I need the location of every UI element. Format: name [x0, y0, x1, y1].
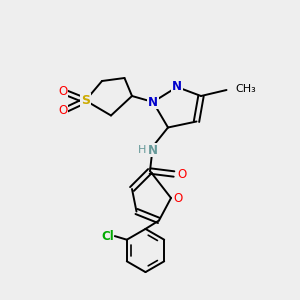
Text: N: N — [147, 143, 158, 157]
Text: N: N — [172, 80, 182, 94]
Text: N: N — [148, 95, 158, 109]
Text: O: O — [174, 191, 183, 205]
Text: S: S — [81, 94, 90, 107]
Text: O: O — [58, 104, 68, 118]
Text: Cl: Cl — [101, 230, 114, 243]
Text: O: O — [178, 167, 187, 181]
Text: H: H — [137, 145, 146, 155]
Text: CH₃: CH₃ — [236, 83, 256, 94]
Text: O: O — [58, 85, 68, 98]
